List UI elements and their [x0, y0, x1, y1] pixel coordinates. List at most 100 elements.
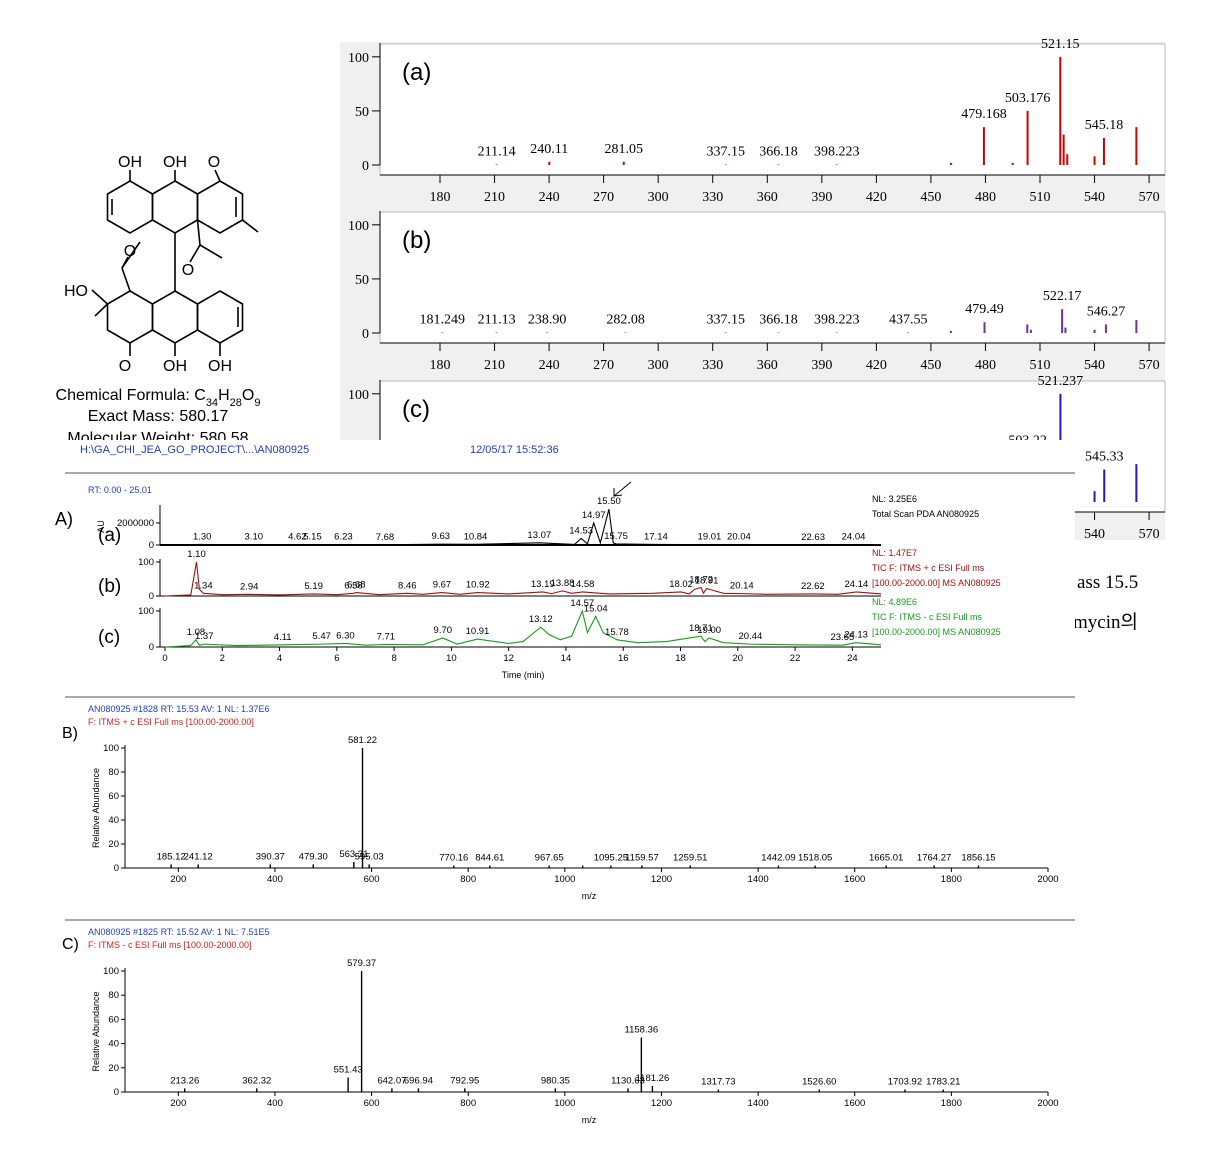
peak-label: 1.08 — [187, 627, 206, 638]
peak-label: 1317.73 — [701, 1077, 735, 1088]
peak-label: 642.07 — [377, 1075, 406, 1086]
peak-label: 10.92 — [466, 580, 490, 591]
x-tick-label: 1600 — [844, 874, 865, 885]
x-tick-label: 300 — [648, 190, 669, 205]
bond — [196, 219, 201, 246]
y-tick-label: 50 — [355, 273, 369, 288]
peak-label: 398.223 — [814, 312, 860, 327]
peak-label: 366.18 — [759, 144, 798, 159]
peak-label: 1518.05 — [798, 853, 832, 864]
peak-label: 5.15 — [303, 532, 322, 543]
peak-label: 1.37 — [195, 631, 214, 642]
x-tick-label: 600 — [364, 874, 380, 885]
ring — [151, 180, 199, 234]
y-tick-label: 2000000 — [117, 518, 154, 529]
y-tick-label: 50 — [355, 105, 369, 120]
peak-label: 20.44 — [739, 631, 763, 642]
peak-label: 1.30 — [193, 531, 212, 542]
peak-label: 479.49 — [965, 302, 1004, 317]
peak-label: 390.37 — [256, 851, 285, 862]
y-tick-label: 100 — [348, 219, 369, 234]
peak-label: 282.08 — [606, 312, 645, 327]
peak-label: 6.23 — [334, 532, 353, 543]
bond — [242, 219, 259, 233]
peak-label: 522.17 — [1043, 289, 1082, 304]
x-tick-label: 2000 — [1037, 874, 1058, 885]
peak-label: 22.62 — [801, 581, 825, 592]
panel-label: (c) — [402, 396, 430, 423]
atom-label: O — [182, 262, 194, 279]
panel-label: (b) — [402, 227, 431, 254]
x-tick-label: 200 — [170, 874, 186, 885]
bond — [199, 244, 223, 259]
bond — [189, 244, 201, 263]
peak-label: 6.68 — [347, 580, 366, 591]
atom-label: O — [124, 243, 136, 260]
x-tick-label: 480 — [975, 190, 996, 205]
x-tick-label: 540 — [1084, 527, 1105, 542]
peak-label: 7.71 — [377, 631, 396, 642]
arrow-head — [613, 488, 623, 497]
peak-label: 241.12 — [184, 851, 213, 862]
x-tick-label: 360 — [757, 358, 778, 373]
x-tick-label: 450 — [920, 190, 941, 205]
peak-label: 20.04 — [727, 532, 751, 543]
x-tick-label: 390 — [811, 358, 832, 373]
y-tick-label: 20 — [108, 1063, 119, 1074]
peak-label: 337.15 — [706, 144, 745, 159]
peak-label: 240.11 — [530, 142, 568, 157]
peak-label: 1665.01 — [869, 853, 903, 864]
scan-header: F: ITMS - c ESI Full ms [100.00-2000.00] — [88, 940, 252, 950]
trace-note: [100.00-2000.00] MS AN080925 — [872, 578, 1001, 588]
atom-label: OH — [163, 154, 187, 171]
x-tick-label: 16 — [618, 653, 629, 664]
y-tick-label: 100 — [103, 743, 119, 754]
peak-label: 24.13 — [844, 630, 868, 641]
y-tick-label: 0 — [114, 1087, 119, 1098]
peak-label: 1442.09 — [761, 853, 795, 864]
timestamp: 12/05/17 15:52:36 — [470, 444, 559, 456]
formula-part: O — [242, 387, 254, 404]
peak-label: 6.30 — [336, 630, 355, 641]
x-tick-label: 180 — [430, 190, 451, 205]
x-tick-label: 8 — [391, 653, 396, 664]
peak-label: 211.13 — [478, 312, 516, 327]
x-tick-label: 270 — [593, 358, 614, 373]
x-axis-label: m/z — [582, 1115, 597, 1125]
x-tick-label: 20 — [733, 653, 744, 664]
atom-label: OH — [163, 358, 187, 375]
trace-note: TIC F: ITMS - c ESI Full ms — [872, 612, 982, 622]
y-tick-label: 40 — [108, 1039, 119, 1050]
peak-label: 23.65 — [830, 632, 854, 643]
peak-label: 213.26 — [170, 1075, 199, 1086]
x-tick-label: 210 — [484, 190, 505, 205]
peak-label: 792.95 — [450, 1075, 479, 1086]
panel-label: (b) — [98, 576, 121, 597]
peak-label: 503.176 — [1005, 91, 1051, 106]
peak-label: 967.65 — [535, 853, 564, 864]
scan-header: F: ITMS + c ESI Full ms [100.00-2000.00] — [88, 717, 254, 727]
y-axis-label: Relative Abundance — [91, 768, 101, 848]
x-tick-label: 330 — [702, 358, 723, 373]
background-text: ass 15.5 — [1077, 572, 1138, 593]
x-tick-label: 12 — [503, 653, 514, 664]
x-tick-label: 450 — [920, 358, 941, 373]
x-tick-label: 1000 — [554, 874, 575, 885]
x-tick-label: 800 — [460, 874, 476, 885]
section-label: B) — [62, 725, 78, 742]
peak-label: 4.11 — [274, 632, 292, 643]
peak-label: 9.63 — [432, 531, 451, 542]
peak-label: 14.53 — [569, 525, 593, 536]
atom-label: O — [208, 154, 220, 171]
trace — [164, 509, 882, 546]
x-tick-label: 400 — [267, 874, 283, 885]
x-tick-label: 24 — [847, 653, 858, 664]
formula-part: Chemical Formula: C — [56, 387, 206, 404]
peak-label: 24.04 — [842, 532, 866, 543]
x-tick-label: 480 — [975, 358, 996, 373]
x-tick-label: 14 — [561, 653, 572, 664]
peak-label: 521.237 — [1038, 374, 1084, 389]
peak-label: 1856.15 — [961, 853, 995, 864]
trace — [164, 561, 882, 597]
